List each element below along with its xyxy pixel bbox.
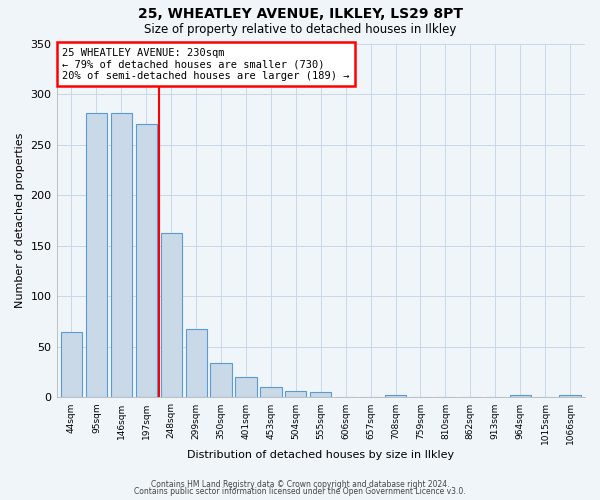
Bar bbox=[310, 392, 331, 398]
Bar bbox=[235, 378, 257, 398]
Bar bbox=[136, 124, 157, 398]
Bar bbox=[260, 388, 281, 398]
Text: Contains HM Land Registry data © Crown copyright and database right 2024.: Contains HM Land Registry data © Crown c… bbox=[151, 480, 449, 489]
Y-axis label: Number of detached properties: Number of detached properties bbox=[15, 133, 25, 308]
Bar bbox=[559, 396, 581, 398]
Bar bbox=[285, 392, 307, 398]
Bar bbox=[509, 396, 531, 398]
Bar bbox=[86, 112, 107, 398]
Bar bbox=[111, 112, 132, 398]
Text: Size of property relative to detached houses in Ilkley: Size of property relative to detached ho… bbox=[144, 22, 456, 36]
Bar bbox=[161, 233, 182, 398]
Text: Contains public sector information licensed under the Open Government Licence v3: Contains public sector information licen… bbox=[134, 488, 466, 496]
Text: 25, WHEATLEY AVENUE, ILKLEY, LS29 8PT: 25, WHEATLEY AVENUE, ILKLEY, LS29 8PT bbox=[137, 8, 463, 22]
Bar bbox=[185, 329, 207, 398]
Bar bbox=[385, 396, 406, 398]
Bar bbox=[61, 332, 82, 398]
Bar bbox=[211, 363, 232, 398]
X-axis label: Distribution of detached houses by size in Ilkley: Distribution of detached houses by size … bbox=[187, 450, 454, 460]
Text: 25 WHEATLEY AVENUE: 230sqm
← 79% of detached houses are smaller (730)
20% of sem: 25 WHEATLEY AVENUE: 230sqm ← 79% of deta… bbox=[62, 48, 349, 80]
